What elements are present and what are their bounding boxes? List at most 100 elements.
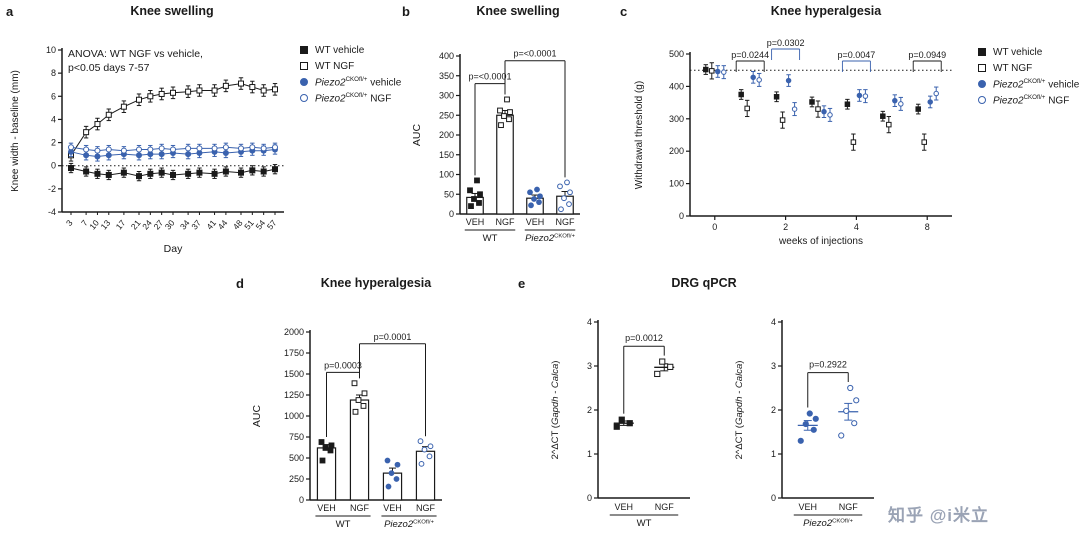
svg-text:Piezo2CKOfl/+: Piezo2CKOfl/+ [384,519,434,530]
svg-text:8: 8 [51,68,56,78]
circle-marker-icon [978,96,986,105]
svg-text:4: 4 [771,317,776,327]
legend-label: WT NGF [993,62,1033,74]
series-wt_veh [703,64,921,122]
bar-2-veh [382,457,403,501]
legend-item-p2_veh: Piezo2CKOfl/+ vehicle [298,76,401,88]
svg-text:200: 200 [439,130,454,140]
svg-text:Piezo2CKOfl/+: Piezo2CKOfl/+ [803,518,853,529]
svg-text:100: 100 [669,179,684,189]
svg-text:2: 2 [771,405,776,415]
legend-item-wt_ngf: WT NGF [298,60,401,72]
svg-text:WT: WT [483,233,498,244]
svg-text:750: 750 [289,432,304,442]
panel-e-title: DRG qPCR [671,276,737,290]
svg-text:300: 300 [439,91,454,101]
panel-c-legend: WT vehicle WT NGF Piezo2CKOfl/+ vehicle Pie… [976,46,1079,111]
svg-text:WT: WT [637,518,652,529]
svg-text:6: 6 [51,91,56,101]
svg-text:-2: -2 [48,184,56,194]
bar-0-veh [466,177,484,215]
panel-d-label: d [236,276,244,291]
svg-text:8: 8 [925,222,930,232]
circle-marker-icon [300,94,308,103]
circle-marker-icon [978,80,986,89]
panel-a-legend: WT vehicle WT NGF Piezo2CKOfl/+ vehicle Pie… [298,44,401,109]
legend-item-p2_ngf: Piezo2CKOfl/+ NGF [298,92,401,105]
svg-text:NGF: NGF [496,217,516,227]
legend-label: WT vehicle [315,44,365,56]
svg-text:NGF: NGF [655,502,675,512]
svg-text:13: 13 [99,218,113,232]
legend-label: Piezo2CKOfl/+ vehicle [993,78,1080,91]
svg-text:1500: 1500 [284,369,304,379]
svg-text:Piezo2CKOfl/+: Piezo2CKOfl/+ [525,233,575,244]
svg-text:250: 250 [289,474,304,484]
panel-e: e DRG qPCR 0 1 2 3 4 2^ΔCT (Gapdh - Calca) VEH… [518,276,910,558]
svg-text:weeks of injections: weeks of injections [778,236,863,247]
svg-text:400: 400 [669,81,684,91]
scatter-group-ngf [838,384,860,439]
svg-text:4: 4 [587,317,592,327]
series-wt_veh [68,162,278,182]
anova-annotation: ANOVA: WT NGF vs vehicle, p<0.05 days 7-… [68,48,203,74]
knee-hyperalgesia-auc-bar-plot: 0 250 500 750 1000 1250 1500 1750 2000 AUC VEH NGF V… [251,327,442,530]
watermark: 知乎 @i米立 [888,506,990,525]
bar-1-ngf [349,380,370,501]
panel-c-title: Knee hyperalgesia [770,4,882,18]
drg-qpcr-wt-scatter-plot: 0 1 2 3 4 2^ΔCT (Gapdh - Calca) VEH NGF p=0.0012… [550,317,690,529]
svg-text:0: 0 [587,493,592,503]
square-marker-icon [300,62,308,70]
svg-text:1000: 1000 [284,411,304,421]
svg-text:VEH: VEH [466,217,485,227]
svg-text:3: 3 [771,361,776,371]
svg-text:2: 2 [783,222,788,232]
svg-text:2: 2 [51,138,56,148]
panel-b-label: b [402,4,410,19]
series-wt_ngf [709,62,927,151]
svg-text:p=0.0949: p=0.0949 [908,50,946,60]
panel-d-title: Knee hyperalgesia [320,276,432,290]
svg-text:2: 2 [587,405,592,415]
svg-text:NGF: NGF [556,217,576,227]
svg-text:p=0.0302: p=0.0302 [767,38,805,48]
svg-text:37: 37 [189,218,203,232]
square-marker-icon [978,48,986,56]
svg-text:p=0.0244: p=0.0244 [731,50,769,60]
svg-text:17: 17 [114,218,128,232]
scatter-group-veh [797,410,819,444]
svg-text:150: 150 [439,150,454,160]
svg-text:500: 500 [289,453,304,463]
panel-d: d Knee hyperalgesia 0 250 500 750 1000 1250 15… [236,276,498,558]
knee-hyperalgesia-timecourse-plot: 0 100 200 300 400 500 Withdrawal threshold (g)… [634,38,952,247]
square-marker-icon [978,64,986,72]
panel-c-label: c [620,4,628,19]
circle-marker-icon [300,78,308,87]
panel-b-title: Knee swelling [476,4,560,18]
panel-c: c Knee hyperalgesia 0 100 200 300 400 500 With… [620,4,1080,272]
drg-qpcr-piezo2-scatter-plot: 0 1 2 3 4 2^ΔCT (Gapdh - Calca) VEH NGF p=0.2922… [734,317,874,529]
svg-text:p=<0.0001: p=<0.0001 [468,72,511,82]
bar-3-ngf [556,179,574,215]
svg-text:4: 4 [51,114,56,124]
series-p2_ngf [721,65,939,122]
legend-label: Piezo2CKOfl/+ NGF [993,94,1070,107]
panel-a-title: Knee swelling [130,4,214,18]
bar-2-veh [526,186,544,215]
svg-text:250: 250 [439,110,454,120]
svg-text:p=0.0001: p=0.0001 [374,332,412,342]
svg-text:p=0.0047: p=0.0047 [838,50,876,60]
svg-text:57: 57 [265,218,279,232]
svg-text:AUC: AUC [411,123,423,146]
svg-text:NGF: NGF [416,503,436,513]
svg-text:p=0.0012: p=0.0012 [625,333,663,343]
svg-text:2^ΔCT (Gapdh - Calca): 2^ΔCT (Gapdh - Calca) [734,361,745,460]
svg-text:0: 0 [51,161,56,171]
svg-text:1: 1 [771,449,776,459]
svg-text:200: 200 [669,146,684,156]
svg-text:2000: 2000 [284,327,304,337]
svg-text:100: 100 [439,170,454,180]
svg-text:1250: 1250 [284,390,304,400]
